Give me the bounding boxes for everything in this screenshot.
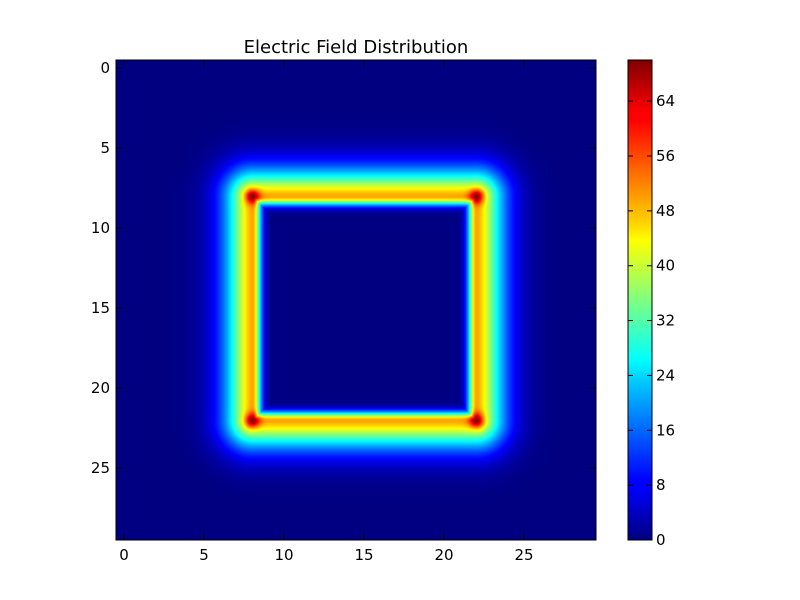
colorbar-ticks: 0 8 16 24 32 40 48 56 64	[628, 92, 675, 549]
heatmap-image	[116, 60, 596, 540]
colorbar-tick-label: 56	[656, 147, 675, 165]
y-tick-label: 10	[91, 219, 110, 237]
x-tick-label: 15	[354, 546, 373, 564]
chart-title: Electric Field Distribution	[244, 37, 469, 58]
colorbar-tick-label: 24	[656, 366, 675, 384]
x-tick-label: 5	[199, 546, 209, 564]
y-tick-label: 20	[91, 379, 110, 397]
colorbar-frame	[627, 59, 653, 541]
colorbar-tick-label: 0	[656, 531, 666, 549]
x-tick-label: 0	[119, 546, 129, 564]
colorbar-tick-label: 16	[656, 421, 675, 439]
heatmap-frame	[115, 59, 597, 541]
colorbar-tick-label: 64	[656, 92, 675, 110]
colorbar-gradient	[628, 60, 652, 540]
x-axis: 0 5 10 15 20 25	[119, 60, 534, 564]
colorbar-tick-label: 40	[656, 257, 675, 275]
colorbar-tick-label: 32	[656, 312, 675, 330]
y-tick-label: 15	[91, 299, 110, 317]
y-axis: 0 5 10 15 20 25	[91, 59, 596, 477]
colorbar: 0 8 16 24 32 40 48 56 64	[627, 59, 675, 549]
x-tick-label: 25	[514, 546, 533, 564]
x-tick-label: 20	[434, 546, 453, 564]
colorbar-tick-label: 48	[656, 202, 675, 220]
colorbar-tick-label: 8	[656, 476, 666, 494]
x-tick-label: 10	[274, 546, 293, 564]
y-tick-label: 25	[91, 459, 110, 477]
y-tick-label: 5	[100, 139, 110, 157]
heatmap-area	[115, 59, 597, 541]
y-tick-label: 0	[100, 59, 110, 77]
